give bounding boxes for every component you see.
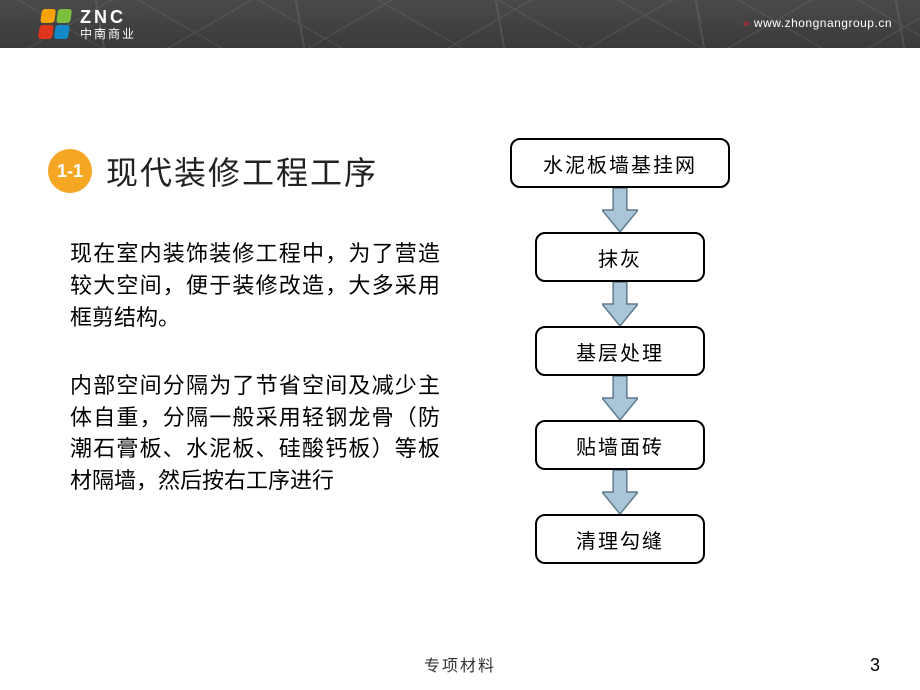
logo-tile: [38, 25, 54, 39]
flow-node: 清理勾缝: [535, 514, 705, 564]
logo-tile: [54, 25, 70, 39]
arrow-down-icon: [602, 470, 638, 514]
arrow-down-icon: [602, 188, 638, 232]
logo-text: ZNC 中南商业: [80, 8, 136, 40]
page-number: 3: [870, 655, 880, 676]
title-text: 现代装修工程工序: [106, 148, 378, 194]
flow-node: 基层处理: [535, 326, 705, 376]
logo-tiles: [38, 9, 72, 39]
logo-text-cn: 中南商业: [80, 28, 136, 40]
flow-node: 贴墙面砖: [535, 420, 705, 470]
logo-text-en: ZNC: [80, 8, 136, 26]
footer-label: 专项材料: [424, 652, 496, 676]
body-text: 现在室内装饰装修工程中，为了营造较大空间，便于装修改造，大多采用框剪结构。 内部…: [70, 238, 440, 497]
header-bar: ZNC 中南商业 » www.zhongnangroup.cn: [0, 0, 920, 48]
flowchart: 水泥板墙基挂网抹灰基层处理贴墙面砖清理勾缝: [500, 138, 740, 564]
slide-title: 1-1 现代装修工程工序: [48, 148, 378, 194]
arrow-down-icon: [602, 376, 638, 420]
paragraph-1: 现在室内装饰装修工程中，为了营造较大空间，便于装修改造，大多采用框剪结构。: [70, 238, 440, 334]
bullet-icon: »: [743, 16, 750, 30]
header-url: » www.zhongnangroup.cn: [743, 16, 892, 30]
logo-tile: [40, 9, 56, 23]
flow-node: 水泥板墙基挂网: [510, 138, 730, 188]
paragraph-2: 内部空间分隔为了节省空间及减少主体自重，分隔一般采用轻钢龙骨（防潮石膏板、水泥板…: [70, 370, 440, 498]
logo: ZNC 中南商业: [40, 8, 136, 40]
url-text: www.zhongnangroup.cn: [754, 16, 892, 30]
section-badge: 1-1: [48, 149, 92, 193]
logo-tile: [56, 9, 72, 23]
content-area: 1-1 现代装修工程工序 现在室内装饰装修工程中，为了营造较大空间，便于装修改造…: [0, 48, 920, 690]
flow-node: 抹灰: [535, 232, 705, 282]
arrow-down-icon: [602, 282, 638, 326]
